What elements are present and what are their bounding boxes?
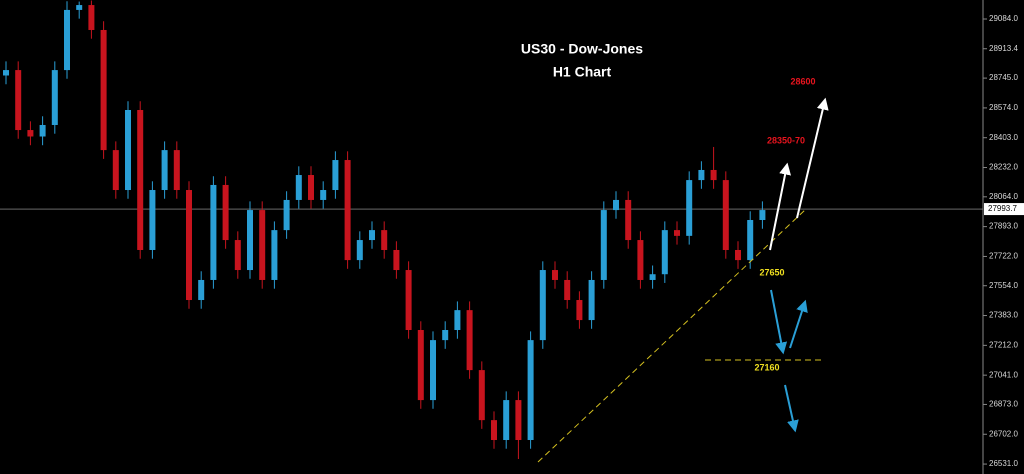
y-tick-label: 29084.0: [989, 14, 1018, 23]
arrow-down: [770, 289, 788, 355]
candle-body: [735, 249, 741, 261]
candle-body: [393, 249, 400, 271]
candle-body: [503, 400, 510, 441]
level-label: 27650: [759, 267, 784, 277]
candle-body: [576, 300, 583, 321]
arrow-up: [796, 97, 829, 219]
candle-body: [283, 199, 290, 231]
candle-body: [722, 180, 729, 250]
candle-body: [430, 340, 436, 401]
y-tick-label: 28064.0: [989, 192, 1018, 201]
y-tick-label: 28913.4: [989, 44, 1018, 53]
candle-body: [76, 5, 83, 10]
trend-line: [537, 209, 806, 463]
candle-body: [259, 210, 266, 280]
candle-body: [308, 175, 314, 200]
candle-body: [64, 9, 70, 71]
y-tick-label: 27554.0: [989, 281, 1018, 290]
y-tick-label: 26531.0: [989, 459, 1018, 468]
y-tick-label: 27041.0: [989, 370, 1018, 379]
candle-body: [381, 230, 388, 250]
arrow-up: [789, 299, 808, 349]
candle-body: [478, 370, 485, 421]
y-tick-label: 27383.0: [989, 311, 1018, 320]
last-price-tag: [984, 203, 1024, 216]
candle-body: [600, 210, 607, 280]
candle-body: [295, 175, 302, 200]
candle-body: [173, 150, 180, 191]
candle-body: [51, 70, 58, 125]
candle-body: [698, 169, 705, 181]
candle-body: [149, 190, 156, 250]
candle-body: [527, 340, 534, 441]
candle-body: [161, 150, 168, 191]
candle-body: [625, 199, 632, 241]
candle-body: [369, 230, 375, 241]
last-price-label: 27993.7: [988, 204, 1017, 213]
candle-body: [515, 400, 522, 441]
chart-title: US30 - Dow-Jones: [521, 41, 643, 57]
candle-body: [137, 110, 144, 250]
candle-body: [710, 169, 717, 181]
candle-body: [39, 124, 46, 137]
candle-body: [417, 330, 424, 401]
candle-body: [15, 70, 22, 131]
y-tick-label: 27212.0: [989, 340, 1018, 349]
candle-body: [588, 279, 595, 321]
candle-body: [234, 240, 241, 271]
candle-body: [759, 210, 766, 221]
arrow-down: [784, 384, 799, 433]
candle-body: [186, 190, 192, 301]
candle-body: [3, 70, 9, 76]
candle-body: [649, 274, 656, 280]
candle-body: [320, 190, 327, 200]
target-label: 28600: [790, 76, 815, 86]
candle-body: [613, 199, 619, 211]
candle-body: [125, 110, 131, 191]
candle-body: [442, 330, 449, 341]
candle-body: [564, 279, 571, 301]
candle-body: [539, 270, 546, 341]
candle-body: [344, 160, 351, 261]
candle-body: [552, 270, 558, 280]
candle-body: [198, 279, 205, 301]
y-tick-label: 26873.0: [989, 400, 1018, 409]
y-tick-label: 27722.0: [989, 252, 1018, 261]
candle-body: [271, 230, 278, 280]
candle-body: [332, 160, 339, 191]
candle-body: [637, 240, 644, 280]
target-label: 28350-70: [767, 135, 805, 145]
y-tick-label: 28574.0: [989, 103, 1018, 112]
candle-body: [100, 29, 107, 151]
candle-body: [88, 5, 95, 30]
candle-body: [466, 310, 473, 371]
candle-body: [222, 184, 229, 241]
candle-body: [247, 210, 253, 271]
y-tick-label: 28745.0: [989, 73, 1018, 82]
candle-body: [27, 130, 34, 137]
candle-body: [747, 220, 754, 261]
level-label: 27160: [754, 362, 779, 372]
plot-area: [0, 0, 983, 460]
y-tick-label: 27893.0: [989, 222, 1018, 231]
arrow-up: [769, 162, 792, 251]
y-tick-label: 28403.0: [989, 133, 1018, 142]
candle-body: [686, 180, 693, 236]
candle-body: [454, 310, 461, 331]
y-tick-label: 26702.0: [989, 429, 1018, 438]
candle-body: [112, 150, 119, 191]
candle-body: [674, 230, 680, 236]
candle-body: [491, 420, 497, 441]
candle-body: [405, 270, 412, 331]
chart-subtitle: H1 Chart: [553, 64, 612, 80]
y-tick-label: 28232.0: [989, 163, 1018, 172]
candle-body: [661, 230, 668, 275]
candle-body: [356, 240, 363, 261]
candle-body: [210, 184, 217, 280]
